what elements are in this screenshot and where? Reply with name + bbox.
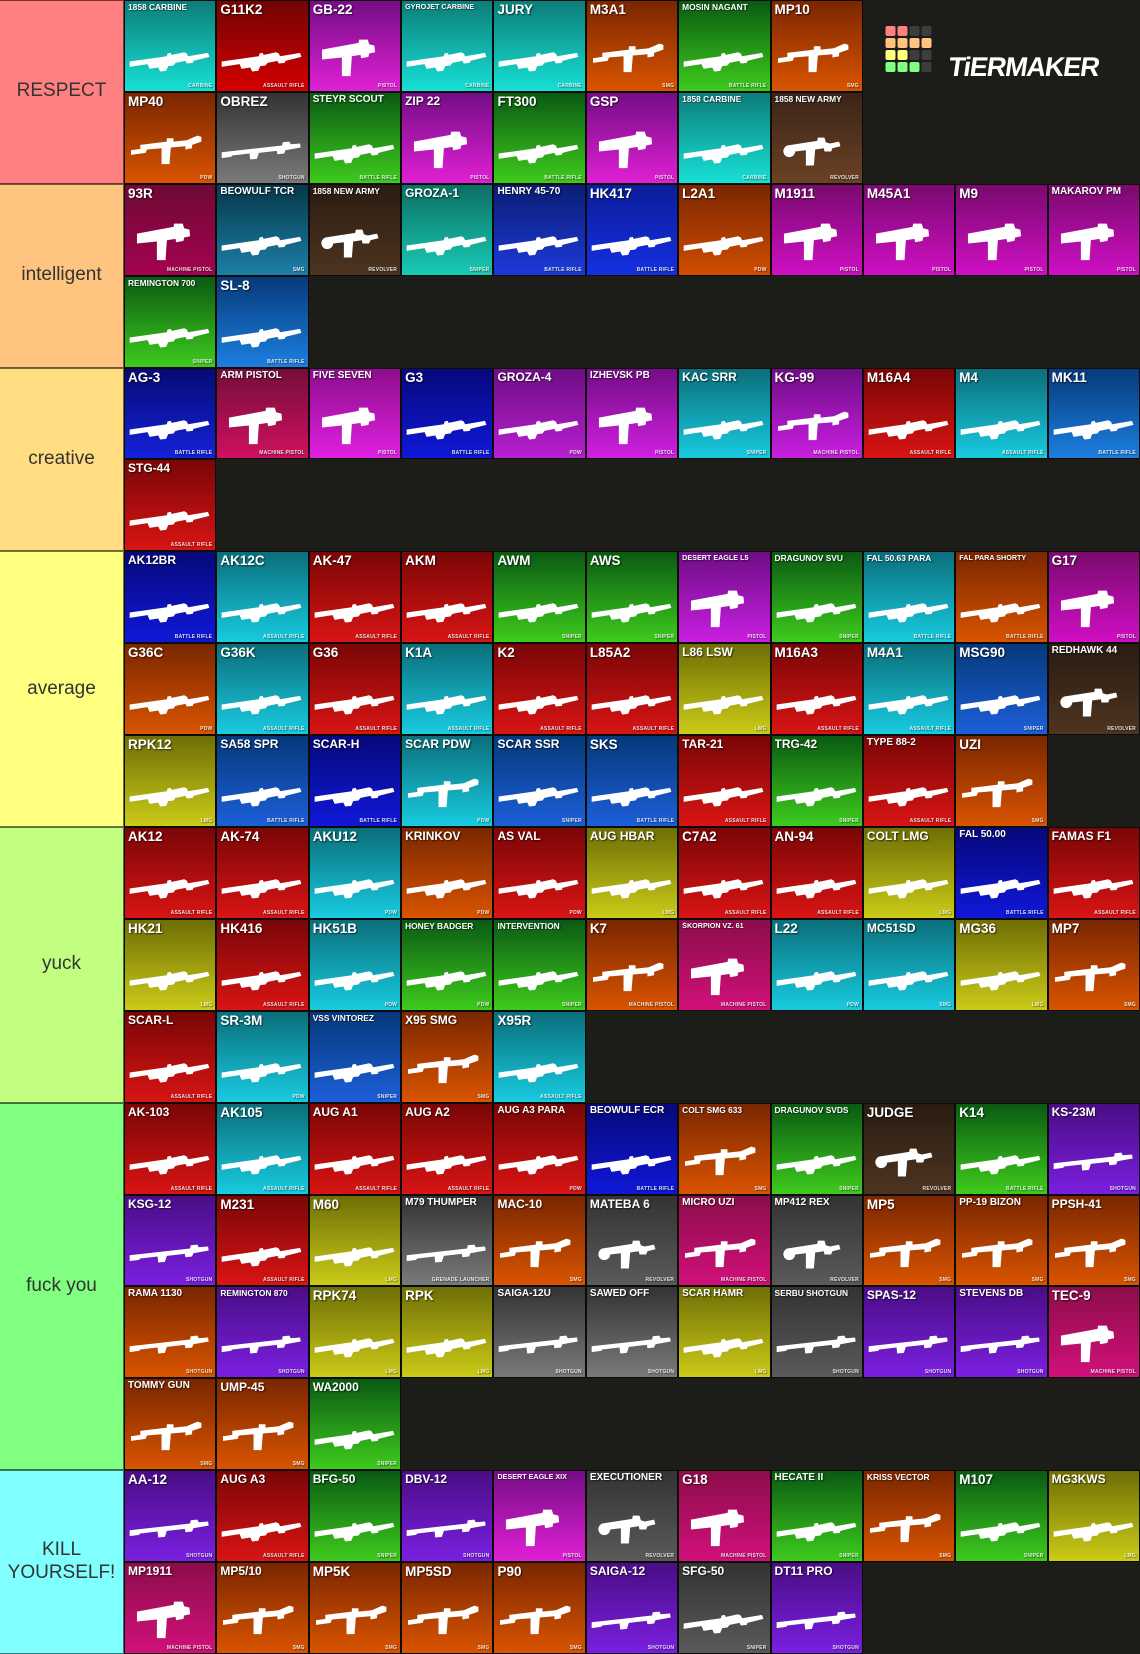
- svg-text:TiERMAKER: TiERMAKER: [947, 51, 1103, 82]
